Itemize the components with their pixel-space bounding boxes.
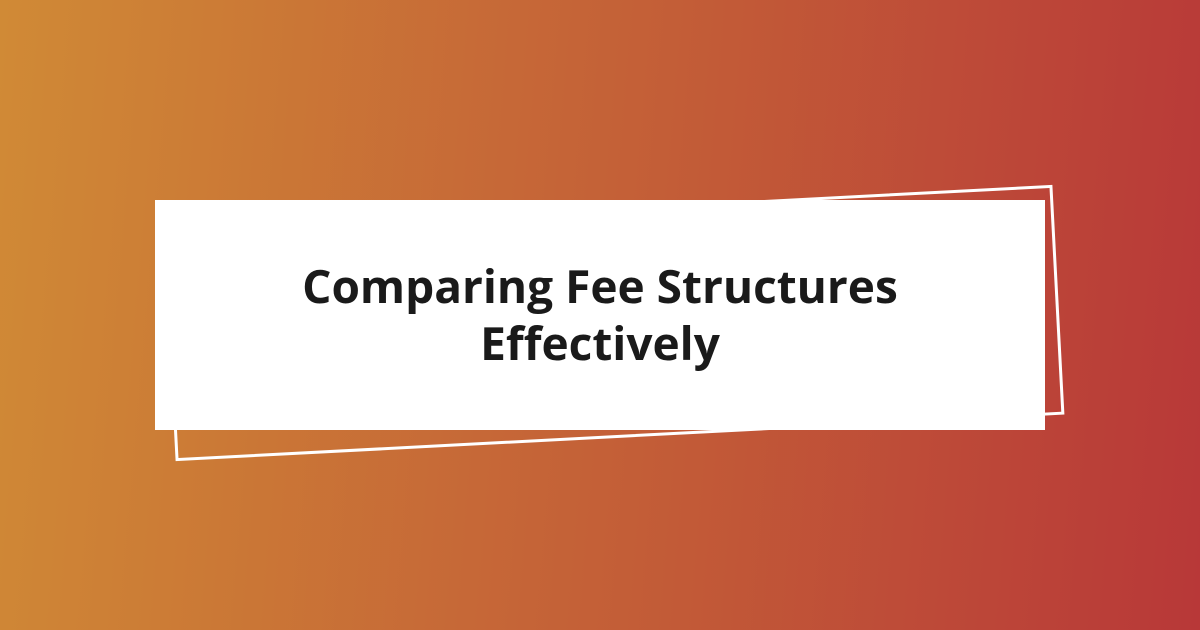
title-line-2: Effectively [480,312,720,374]
title-line-1: Comparing Fee Structures [302,255,898,317]
title-card: Comparing Fee Structures Effectively [155,200,1045,430]
title-heading: Comparing Fee Structures Effectively [302,258,898,373]
gradient-background: Comparing Fee Structures Effectively [0,0,1200,630]
